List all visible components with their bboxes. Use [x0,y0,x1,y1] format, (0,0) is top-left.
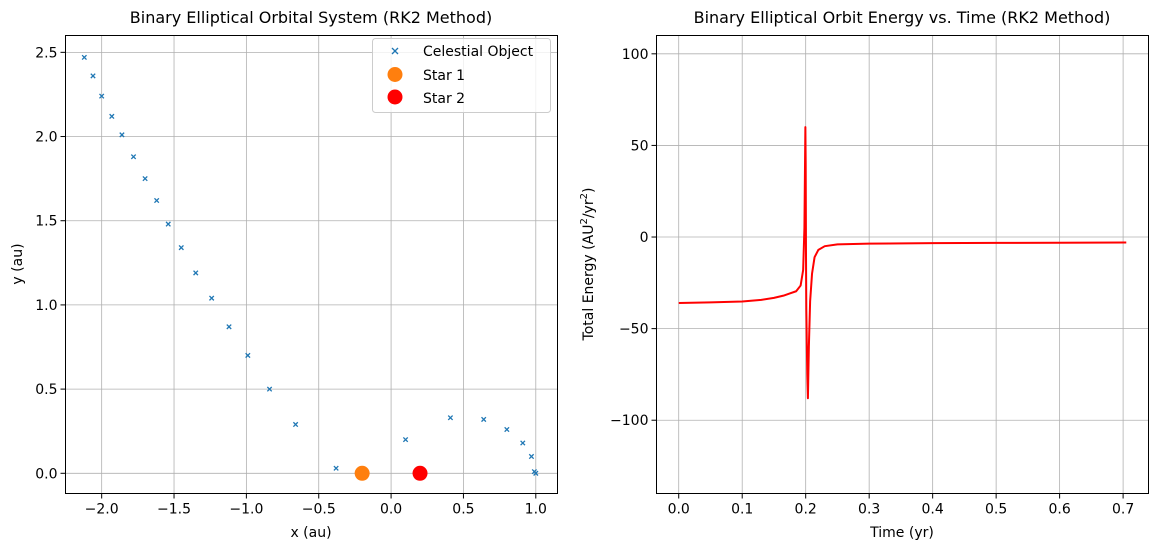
orbit-x-tick-label: −2.0 [85,502,119,518]
orbit-x-tick-label: −1.5 [157,502,191,518]
legend-marker-star-2 [387,89,403,105]
celestial-object-point [178,245,184,251]
energy-series-line [678,126,1127,400]
energy-y-tick-label: 0 [640,230,649,246]
energy-x-tick-label: 0.6 [1048,502,1070,518]
energy-y-tick-label: 50 [631,138,649,154]
celestial-object-point [142,175,148,182]
star-1-point [354,465,370,481]
legend-marker-celestial-object [391,47,399,55]
celestial-object-point [226,324,232,330]
orbit-plot-frame [65,35,558,494]
celestial-object-point [109,113,115,119]
orbit-y-tick-label: 2.5 [35,45,57,61]
celestial-object-point [81,54,87,61]
celestial-object-point [481,416,487,423]
celestial-object-point [520,440,526,446]
orbit-y-tick-label: 2.0 [35,130,57,146]
energy-x-tick-label: 0.1 [731,502,753,518]
energy-chart-title: Binary Elliptical Orbit Energy vs. Time … [694,8,1111,27]
orbit-y-tick-label: 1.0 [35,298,57,314]
energy-y-tick-label: −50 [619,322,649,338]
orbit-x-axis-label: x (au) [290,525,331,541]
orbit-x-tick-label: 0.0 [380,502,402,518]
celestial-object-point [119,132,125,138]
orbit-x-tick-label: 0.5 [452,502,474,518]
energy-y-tick-label: −100 [610,413,648,429]
celestial-object-point [90,73,96,79]
orbit-data [81,54,539,481]
celestial-object-point [333,465,339,471]
energy-x-tick-label: 0.7 [1112,502,1134,518]
orbit-y-tick-label: 0.5 [35,382,57,398]
energy-x-tick-label: 0.4 [922,502,944,518]
legend-label-star-2: Star 2 [423,91,465,107]
legend-marker-star-1 [387,67,403,82]
celestial-object-point [165,221,171,227]
celestial-object-point [245,352,251,359]
celestial-object-point [292,421,299,428]
energy-chart: Binary Elliptical Orbit Energy vs. Time … [579,8,1149,541]
orbit-y-tick-label: 0.0 [35,466,57,482]
celestial-object-point [154,197,160,204]
energy-x-axis-label: Time (yr) [869,525,934,541]
energy-x-tick-label: 0.0 [668,502,690,518]
orbit-x-tick-label: −0.5 [302,502,336,518]
energy-data [678,126,1127,400]
orbit-ticks: −2.0 −1.5 −1.0 −0.5 0.0 0.5 1.0 0.0 0.5 1.0 1.5 2.0… [35,45,547,517]
celestial-object-point [533,470,539,476]
celestial-object-point [402,436,409,443]
energy-ticks: 0.0 0.1 0.2 0.3 0.4 0.5 0.6 0.7 −100 −50 0 50 100 [610,47,1134,518]
celestial-object-point [208,295,215,301]
energy-y-axis-label: Total Energy (AU2/yr2) [579,188,597,342]
orbit-x-tick-label: 1.0 [525,502,547,518]
orbit-y-axis-label: y (au) [10,243,26,284]
orbit-chart-title: Binary Elliptical Orbital System (RK2 Me… [130,8,492,27]
legend-label-celestial-object: Celestial Object [423,44,534,60]
orbit-y-tick-label: 1.5 [35,214,57,230]
legend-label-star-1: Star 1 [423,68,465,84]
celestial-object-point [447,415,454,421]
celestial-object-point [130,154,137,160]
energy-x-tick-label: 0.3 [858,502,880,518]
celestial-object-point [266,386,273,392]
energy-y-tick-label: 100 [622,47,649,63]
celestial-object-point [504,426,510,433]
celestial-object-point [193,270,199,276]
celestial-object-point [528,453,535,460]
orbit-x-tick-label: −1.0 [229,502,263,518]
energy-x-tick-label: 0.2 [795,502,817,518]
energy-plot-frame [656,35,1149,494]
celestial-object-point [99,93,105,99]
orbit-legend: Celestial Object Star 1 Star 2 [372,38,551,113]
orbit-chart: Binary Elliptical Orbital System (RK2 Me… [10,8,558,541]
legend-frame [372,38,551,113]
energy-grid [656,35,1149,494]
energy-x-tick-label: 0.5 [985,502,1007,518]
star-2-point [412,465,428,481]
